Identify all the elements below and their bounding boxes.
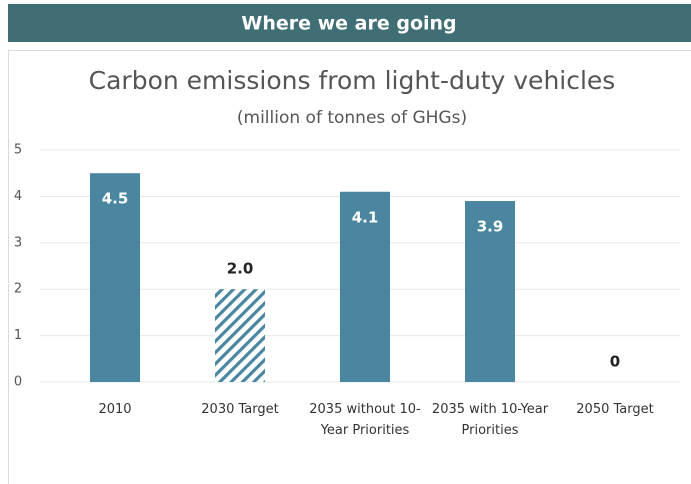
bar [215, 289, 265, 382]
header-title: Where we are going [241, 13, 456, 35]
bar [90, 173, 140, 382]
y-tick-label: 0 [14, 375, 22, 390]
y-tick-label: 4 [14, 189, 22, 204]
data-label: 3.9 [477, 218, 504, 236]
data-label: 2.0 [227, 260, 254, 278]
y-tick-label: 5 [14, 143, 22, 158]
chart-subtitle: (million of tonnes of GHGs) [237, 108, 467, 128]
y-tick-label: 1 [14, 328, 22, 343]
data-label: 4.5 [102, 190, 129, 208]
data-label: 0 [610, 353, 620, 371]
bar [465, 201, 515, 382]
x-tick-label: 2035 with 10-Year Priorities [431, 402, 549, 438]
x-tick-label: 2030 Target [201, 402, 279, 417]
x-tick-label: 2050 Target [576, 402, 654, 417]
chart-title: Carbon emissions from light-duty vehicle… [89, 66, 616, 95]
header-bar [8, 4, 691, 42]
bar [340, 191, 390, 382]
chart-panel [8, 50, 691, 484]
data-label: 4.1 [352, 208, 379, 226]
y-tick-label: 2 [14, 282, 22, 297]
y-tick-label: 3 [14, 235, 22, 250]
x-tick-label: 2035 without 10-Year Priorities [309, 402, 421, 438]
x-tick-label: 2010 [98, 402, 132, 417]
